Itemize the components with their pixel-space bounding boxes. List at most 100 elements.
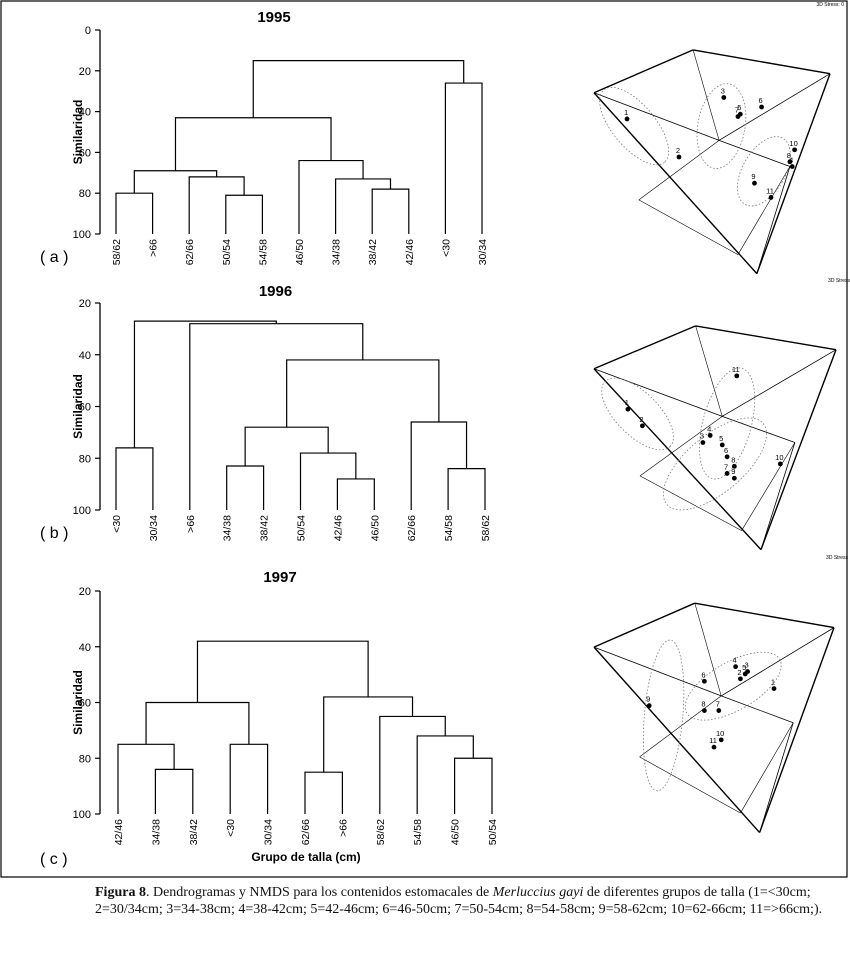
leaf-label: <30 — [111, 515, 123, 533]
nmds-point-label: 4 — [707, 424, 711, 433]
leaf-label: 54/58 — [412, 819, 424, 845]
nmds-point-label: 11 — [732, 365, 740, 374]
nmds-point-label: 10 — [716, 729, 724, 738]
dendrogram-link — [379, 715, 446, 814]
nmds-point-label: 1 — [625, 398, 629, 407]
nmds-point — [738, 676, 743, 682]
leaf-label: 62/66 — [184, 239, 196, 265]
leaf-label: 54/58 — [443, 515, 455, 541]
similarity-contour — [684, 651, 782, 721]
leaf-label: 62/66 — [300, 819, 312, 845]
box-edge — [758, 627, 835, 833]
y-tick-label: 100 — [73, 229, 91, 241]
nmds-point-label: 3 — [721, 87, 725, 96]
nmds-point — [676, 154, 682, 160]
leaf-label: 30/34 — [148, 515, 160, 541]
nmds-point — [625, 406, 631, 412]
dendrogram-link — [196, 640, 369, 703]
y-axis-label: Similaridad — [71, 374, 85, 439]
chart-title: 1995 — [257, 9, 290, 26]
panel-label: ( b ) — [40, 525, 68, 542]
box-edge — [721, 695, 794, 724]
nmds-point — [735, 114, 741, 119]
box-edge — [740, 722, 794, 814]
box-edge — [722, 349, 837, 417]
leaf-label: 34/38 — [331, 239, 343, 265]
similarity-contour — [663, 417, 767, 511]
leaf-label: 50/54 — [221, 239, 233, 265]
panel-label: ( c ) — [40, 851, 68, 868]
leaf-label: >66 — [185, 515, 197, 533]
leaf-label: 62/66 — [406, 515, 418, 541]
leaf-label: 50/54 — [296, 515, 308, 541]
nmds-point — [731, 475, 737, 481]
similarity-contour — [601, 377, 674, 451]
nmds-point-label: 10 — [789, 139, 797, 148]
nmds-point-label: 9 — [731, 467, 735, 476]
leaf-label: 42/46 — [332, 515, 344, 541]
nmds-point — [724, 454, 730, 460]
y-tick-label: 80 — [79, 753, 91, 765]
box-edge — [756, 73, 831, 274]
y-tick-label: 20 — [79, 298, 91, 310]
leaf-label: 34/38 — [150, 819, 162, 845]
leaf-label: 42/46 — [113, 819, 125, 845]
nmds-point — [702, 708, 707, 713]
dendrogram-link — [226, 465, 265, 510]
nmds-point — [702, 678, 707, 684]
nmds-point — [711, 744, 717, 750]
similarity-contour — [642, 639, 685, 792]
similarity-contour — [599, 86, 670, 166]
box-edge — [760, 349, 837, 550]
nmds-point — [716, 708, 722, 713]
box-edge — [693, 49, 831, 75]
leaf-label: 30/34 — [263, 819, 275, 845]
caption-after: de diferentes grupos de talla (1=<30cm; … — [95, 885, 823, 917]
nmds-point-label: 3 — [700, 432, 704, 441]
box-edge — [639, 756, 741, 814]
box-edge — [639, 475, 742, 531]
dendrogram-link — [133, 320, 277, 448]
box-edge — [718, 139, 791, 167]
leaf-label: >66 — [337, 819, 349, 837]
caption-label: Figura 8 — [95, 885, 146, 900]
y-tick-label: 40 — [79, 642, 91, 654]
leaf-label: 38/42 — [259, 515, 271, 541]
box-edge — [638, 140, 720, 201]
nmds-point-label: 4 — [789, 156, 793, 165]
nmds-1995: 3D Stress: 0 1 2 3 5 6 7 8 9 10 11 4 — [593, 2, 844, 275]
nmds-point-label: 3 — [745, 661, 749, 670]
nmds-point — [719, 442, 725, 448]
nmds-point — [768, 195, 774, 200]
caption-sep: . — [145, 885, 153, 900]
dendrogram-1995: 1995 ( a ) 0 20 40 60 80 100 Similaridad 58/62 >66… — [40, 9, 489, 266]
box-edge — [593, 368, 723, 417]
nmds-point-label: 2 — [737, 668, 741, 677]
stress-label: 3D Stress — [828, 278, 850, 284]
box-edge — [593, 646, 722, 697]
nmds-point-label: 11 — [766, 186, 774, 195]
leaf-label: 58/62 — [111, 239, 123, 265]
dendrogram-1997: 1997 ( c ) 20 40 60 80 100 Similaridad 42/46 34/3… — [40, 569, 499, 868]
y-tick-label: 20 — [79, 66, 91, 78]
nmds-point — [646, 703, 652, 709]
nmds-point — [792, 147, 797, 153]
box-edge — [593, 646, 761, 834]
y-tick-label: 100 — [73, 809, 91, 821]
leaf-label: 46/50 — [450, 819, 462, 845]
nmds-point-label: 8 — [731, 455, 735, 464]
similarity-contour — [737, 136, 791, 207]
nmds-point — [640, 423, 645, 429]
box-edge — [759, 722, 794, 833]
y-axis-label: Similaridad — [71, 100, 85, 165]
nmds-point-label: 11 — [709, 736, 717, 745]
nmds-point — [759, 104, 764, 110]
box-edge — [756, 166, 791, 274]
leaf-label: 54/58 — [257, 239, 269, 265]
figure-caption: Figura 8. Dendrogramas y NMDS para los c… — [95, 884, 835, 918]
chart-title: 1996 — [259, 283, 292, 300]
box-edge — [760, 442, 796, 550]
box-edge — [593, 602, 696, 648]
